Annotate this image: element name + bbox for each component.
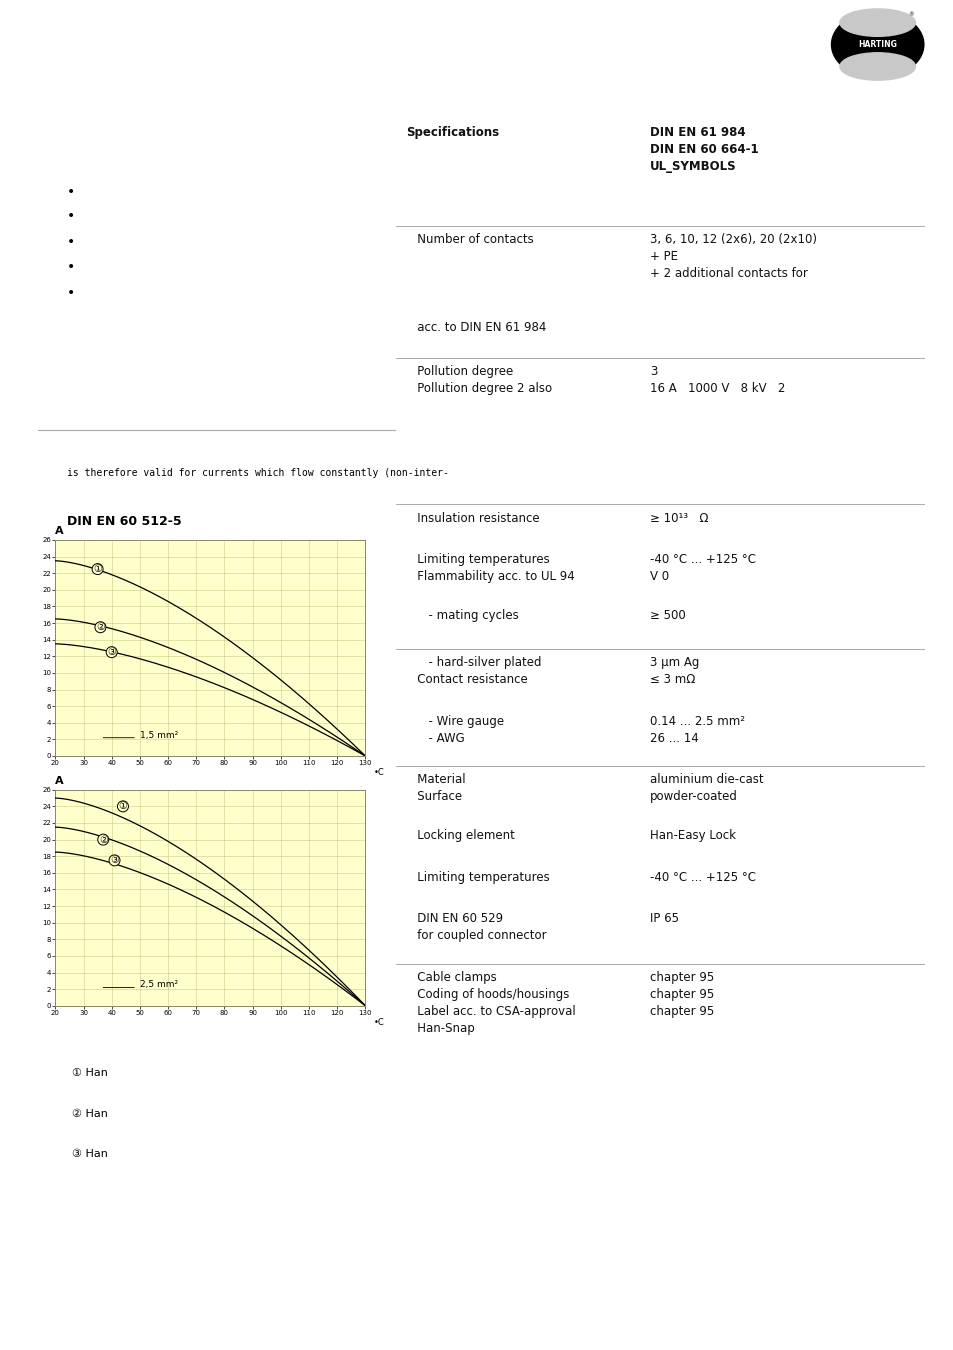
Text: Locking element: Locking element <box>406 829 515 842</box>
Text: 0.14 ... 2.5 mm²
26 ... 14: 0.14 ... 2.5 mm² 26 ... 14 <box>649 714 744 744</box>
Text: -40 °C ... +125 °C: -40 °C ... +125 °C <box>649 871 756 884</box>
Text: HARTING: HARTING <box>858 40 896 49</box>
Text: - hard-silver plated
   Contact resistance: - hard-silver plated Contact resistance <box>406 656 541 686</box>
Text: - mating cycles: - mating cycles <box>406 609 518 622</box>
Text: •C: •C <box>374 1018 384 1027</box>
Text: acc. to DIN EN 61 984: acc. to DIN EN 61 984 <box>406 321 546 333</box>
Text: ③: ③ <box>110 856 119 865</box>
Text: ②: ② <box>96 622 105 632</box>
Text: ① Han: ① Han <box>71 1068 108 1079</box>
Text: ①: ① <box>118 802 127 811</box>
Text: ®: ® <box>907 12 913 18</box>
Ellipse shape <box>839 53 915 80</box>
Text: ② Han: ② Han <box>71 1108 108 1119</box>
Text: Insulation resistance: Insulation resistance <box>406 512 539 525</box>
Ellipse shape <box>831 11 923 78</box>
Text: •: • <box>67 209 75 223</box>
Text: DIN EN 60 529
   for coupled connector: DIN EN 60 529 for coupled connector <box>406 913 547 942</box>
Text: 1,5 mm²: 1,5 mm² <box>140 730 178 740</box>
Text: ①: ① <box>93 564 102 574</box>
Text: Specifications: Specifications <box>406 126 499 139</box>
Text: ≥ 500: ≥ 500 <box>649 609 685 622</box>
Text: ③ Han: ③ Han <box>71 1149 108 1160</box>
Text: •C: •C <box>374 768 384 778</box>
Text: •: • <box>67 286 75 300</box>
Text: DIN EN 61 984
DIN EN 60 664-1
UL_SYMBOLS: DIN EN 61 984 DIN EN 60 664-1 UL_SYMBOLS <box>649 126 758 173</box>
Text: IP 65: IP 65 <box>649 913 679 926</box>
Text: DIN EN 60 512-5: DIN EN 60 512-5 <box>67 514 181 528</box>
Text: Limiting temperatures
   Flammability acc. to UL 94: Limiting temperatures Flammability acc. … <box>406 554 575 583</box>
Text: A: A <box>55 776 64 786</box>
Text: Han-Easy Lock: Han-Easy Lock <box>649 829 736 842</box>
Text: is therefore valid for currents which flow constantly (non-inter-: is therefore valid for currents which fl… <box>67 467 448 478</box>
Text: •: • <box>67 261 75 274</box>
Text: chapter 95
chapter 95
chapter 95: chapter 95 chapter 95 chapter 95 <box>649 971 714 1035</box>
Text: - Wire gauge
      - AWG: - Wire gauge - AWG <box>406 714 504 744</box>
Text: Pollution degree
   Pollution degree 2 also: Pollution degree Pollution degree 2 also <box>406 364 552 396</box>
Text: A: A <box>55 526 64 536</box>
Text: Cable clamps
   Coding of hoods/housings
   Label acc. to CSA-approval
   Han-Sn: Cable clamps Coding of hoods/housings La… <box>406 971 576 1035</box>
Text: ≥ 10¹³   Ω: ≥ 10¹³ Ω <box>649 512 708 525</box>
Text: Limiting temperatures: Limiting temperatures <box>406 871 550 884</box>
Text: aluminium die-cast
powder-coated: aluminium die-cast powder-coated <box>649 774 763 803</box>
Text: 3
16 A   1000 V   8 kV   2: 3 16 A 1000 V 8 kV 2 <box>649 364 784 396</box>
Text: Number of contacts: Number of contacts <box>406 234 534 246</box>
Text: 3, 6, 10, 12 (2x6), 20 (2x10)
+ PE
+ 2 additional contacts for: 3, 6, 10, 12 (2x6), 20 (2x10) + PE + 2 a… <box>649 234 816 281</box>
Ellipse shape <box>839 9 915 36</box>
Text: -40 °C ... +125 °C
V 0: -40 °C ... +125 °C V 0 <box>649 554 756 583</box>
Text: ②: ② <box>99 834 108 845</box>
Text: 2,5 mm²: 2,5 mm² <box>140 980 178 990</box>
Text: 3 μm Ag
≤ 3 mΩ: 3 μm Ag ≤ 3 mΩ <box>649 656 699 686</box>
Text: ③: ③ <box>108 647 116 657</box>
Text: Material
   Surface: Material Surface <box>406 774 466 803</box>
Text: •: • <box>67 235 75 248</box>
Text: •: • <box>67 185 75 198</box>
